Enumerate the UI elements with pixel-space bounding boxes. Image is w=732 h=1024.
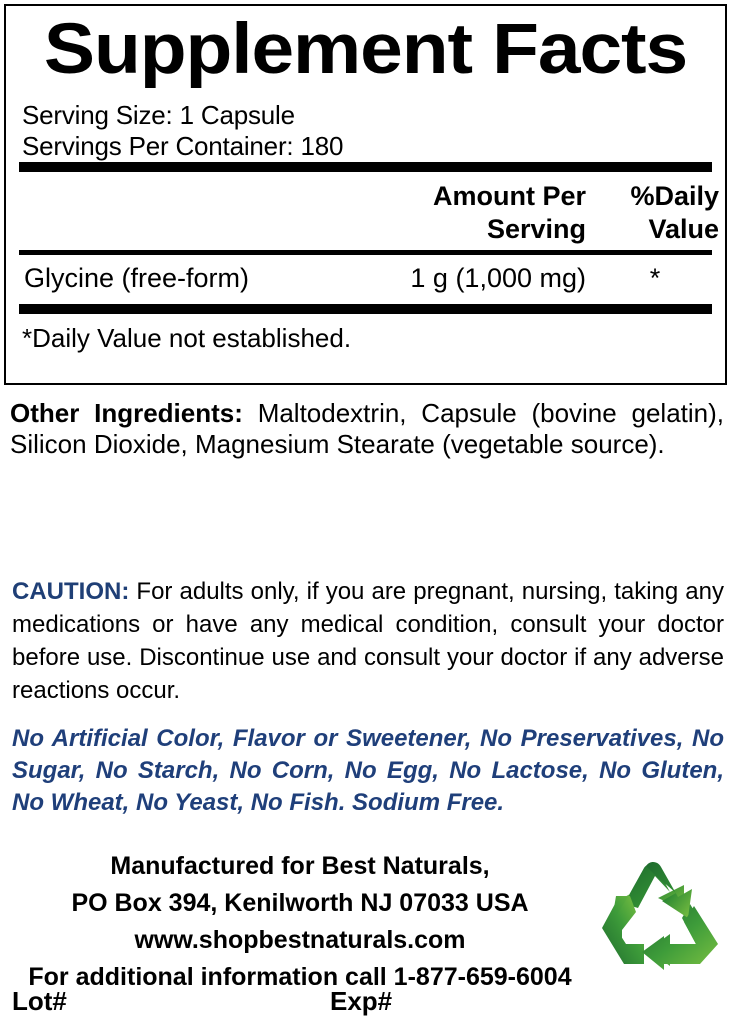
manufacturer-phone: For additional information call 1-877-65… — [28, 963, 572, 991]
caution-text: For adults only, if you are pregnant, nu… — [12, 578, 725, 704]
column-header-amount-per-serving: Amount Per Serving — [432, 181, 586, 244]
caution-section: CAUTION: For adults only, if you are pre… — [12, 575, 724, 707]
divider-thick-top — [19, 162, 712, 172]
table-row: Glycine (free-form) 1 g (1,000 mg) * — [6, 255, 725, 304]
manufacturer-website: www.shopbestnaturals.com — [134, 926, 466, 954]
nutrient-daily-value: * — [649, 263, 661, 293]
lot-exp-row: Lot# Exp# — [8, 985, 608, 1021]
other-ingredients-section: Other Ingredients: Maltodextrin, Capsule… — [10, 398, 724, 460]
free-from-claims: No Artificial Color, Flavor or Sweetener… — [12, 725, 724, 816]
manufacturer-info: Manufactured for Best Naturals, PO Box 3… — [8, 848, 592, 996]
lot-number-label: Lot# — [12, 986, 67, 1016]
daily-value-footnote: *Daily Value not established. — [22, 323, 352, 353]
serving-size: Serving Size: 1 Capsule — [22, 100, 295, 130]
other-ingredients-label: Other Ingredients: — [10, 398, 243, 428]
nutrient-amount: 1 g (1,000 mg) — [410, 263, 586, 293]
manufacturer-address: PO Box 394, Kenilworth NJ 07033 USA — [71, 889, 529, 917]
divider-medium — [19, 250, 712, 255]
supplement-facts-panel: Supplement Facts Serving Size: 1 Capsule… — [4, 4, 727, 385]
other-ingredients-text: Maltodextrin, Capsule (bovine gelatin), … — [10, 398, 724, 459]
manufacturer-name: Manufactured for Best Naturals, — [110, 852, 490, 880]
facts-table-header: Amount Per Serving %Daily Value — [6, 172, 725, 250]
caution-label: CAUTION: — [12, 578, 130, 605]
divider-thick-bottom — [19, 304, 712, 314]
expiration-label: Exp# — [330, 986, 393, 1016]
servings-per-container: Servings Per Container: 180 — [22, 131, 344, 161]
column-header-daily-value: %Daily Value — [630, 181, 719, 244]
page-title: Supplement Facts — [43, 10, 688, 89]
recycle-icon — [600, 852, 722, 972]
nutrient-name: Glycine (free-form) — [24, 263, 250, 293]
